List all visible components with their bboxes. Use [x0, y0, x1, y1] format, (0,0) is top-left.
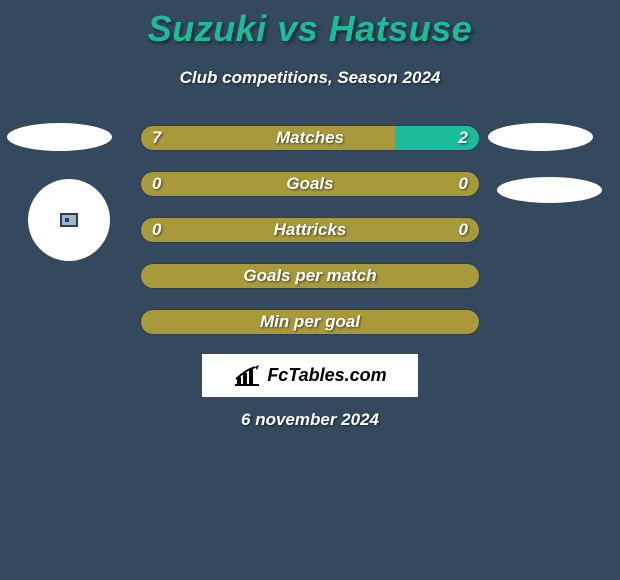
bar-segment-left	[141, 172, 310, 196]
watermark: FcTables.com	[202, 354, 418, 397]
page-subtitle: Club competitions, Season 2024	[0, 68, 620, 88]
bar-segment-right	[310, 264, 479, 288]
bar-segment-left	[141, 264, 310, 288]
watermark-text: FcTables.com	[267, 365, 386, 386]
snapshot-date: 6 november 2024	[0, 410, 620, 430]
player-avatar-left	[28, 179, 110, 261]
bar-segment-right	[310, 172, 479, 196]
player-badge-right-2	[497, 177, 602, 203]
player-badge-left	[7, 123, 112, 151]
comparison-bars: Matches72 Goals00 Hattricks00 Goals per mat…	[140, 125, 480, 355]
bar-segment-right	[310, 218, 479, 242]
bar-row: Hattricks00	[140, 217, 480, 243]
page-title: Suzuki vs Hatsuse	[0, 0, 620, 50]
bar-row: Matches72	[140, 125, 480, 151]
bar-segment-left	[141, 218, 310, 242]
bar-segment-right	[310, 310, 479, 334]
watermark-chart-icon	[233, 365, 261, 387]
bar-segment-left	[141, 310, 310, 334]
player-badge-right	[488, 123, 593, 151]
bar-row: Min per goal	[140, 309, 480, 335]
bar-row: Goals per match	[140, 263, 480, 289]
bar-row: Goals00	[140, 171, 480, 197]
avatar-placeholder-icon	[60, 213, 78, 227]
bar-segment-left	[141, 126, 395, 150]
bar-segment-right	[395, 126, 480, 150]
